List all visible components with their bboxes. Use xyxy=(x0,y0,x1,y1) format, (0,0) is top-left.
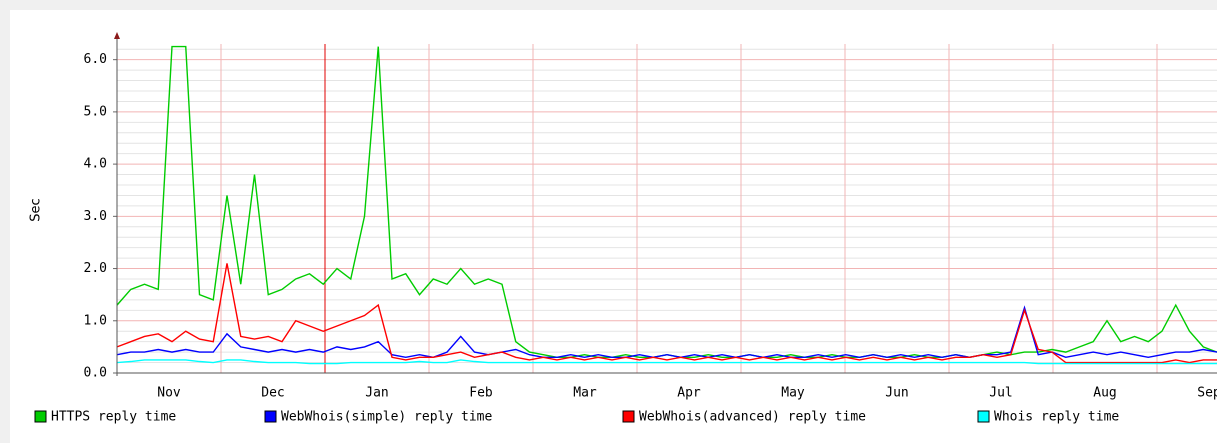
legend-label: HTTPS reply time xyxy=(51,410,176,425)
legend-swatch xyxy=(622,410,635,423)
legend-label: Whois reply time xyxy=(994,410,1119,425)
x-tick-label: Mar xyxy=(573,386,597,401)
y-axis-label: Sec xyxy=(29,198,44,221)
legend-label: WebWhois(advanced) reply time xyxy=(639,410,866,425)
series-line xyxy=(116,263,1217,364)
series-line xyxy=(116,359,1217,365)
y-tick-label: 0.0 xyxy=(84,366,107,381)
x-tick-label: Feb xyxy=(469,386,493,401)
x-tick-label: Jan xyxy=(365,386,388,401)
x-tick-label: Apr xyxy=(677,386,701,401)
y-axis-arrow xyxy=(114,32,120,39)
legend-swatch xyxy=(977,410,990,423)
legend-label: WebWhois(simple) reply time xyxy=(281,410,492,425)
y-tick-label: 5.0 xyxy=(84,104,107,119)
x-tick-label: Aug xyxy=(1093,386,1116,401)
x-tick-label: May xyxy=(781,386,805,401)
series-line xyxy=(116,305,1217,359)
y-tick-label: 1.0 xyxy=(84,313,107,328)
legend-swatch xyxy=(34,410,47,423)
legend-swatch xyxy=(264,410,277,423)
y-tick-label: 4.0 xyxy=(84,157,107,172)
x-tick-label: Nov xyxy=(157,386,181,401)
x-tick-label: Jul xyxy=(989,386,1012,401)
y-tick-label: 3.0 xyxy=(84,209,107,224)
x-tick-label: Jun xyxy=(885,386,908,401)
x-tick-label: Sep xyxy=(1197,386,1217,401)
y-tick-label: 2.0 xyxy=(84,261,107,276)
y-tick-label: 6.0 xyxy=(84,52,107,67)
x-tick-label: Dec xyxy=(261,386,284,401)
